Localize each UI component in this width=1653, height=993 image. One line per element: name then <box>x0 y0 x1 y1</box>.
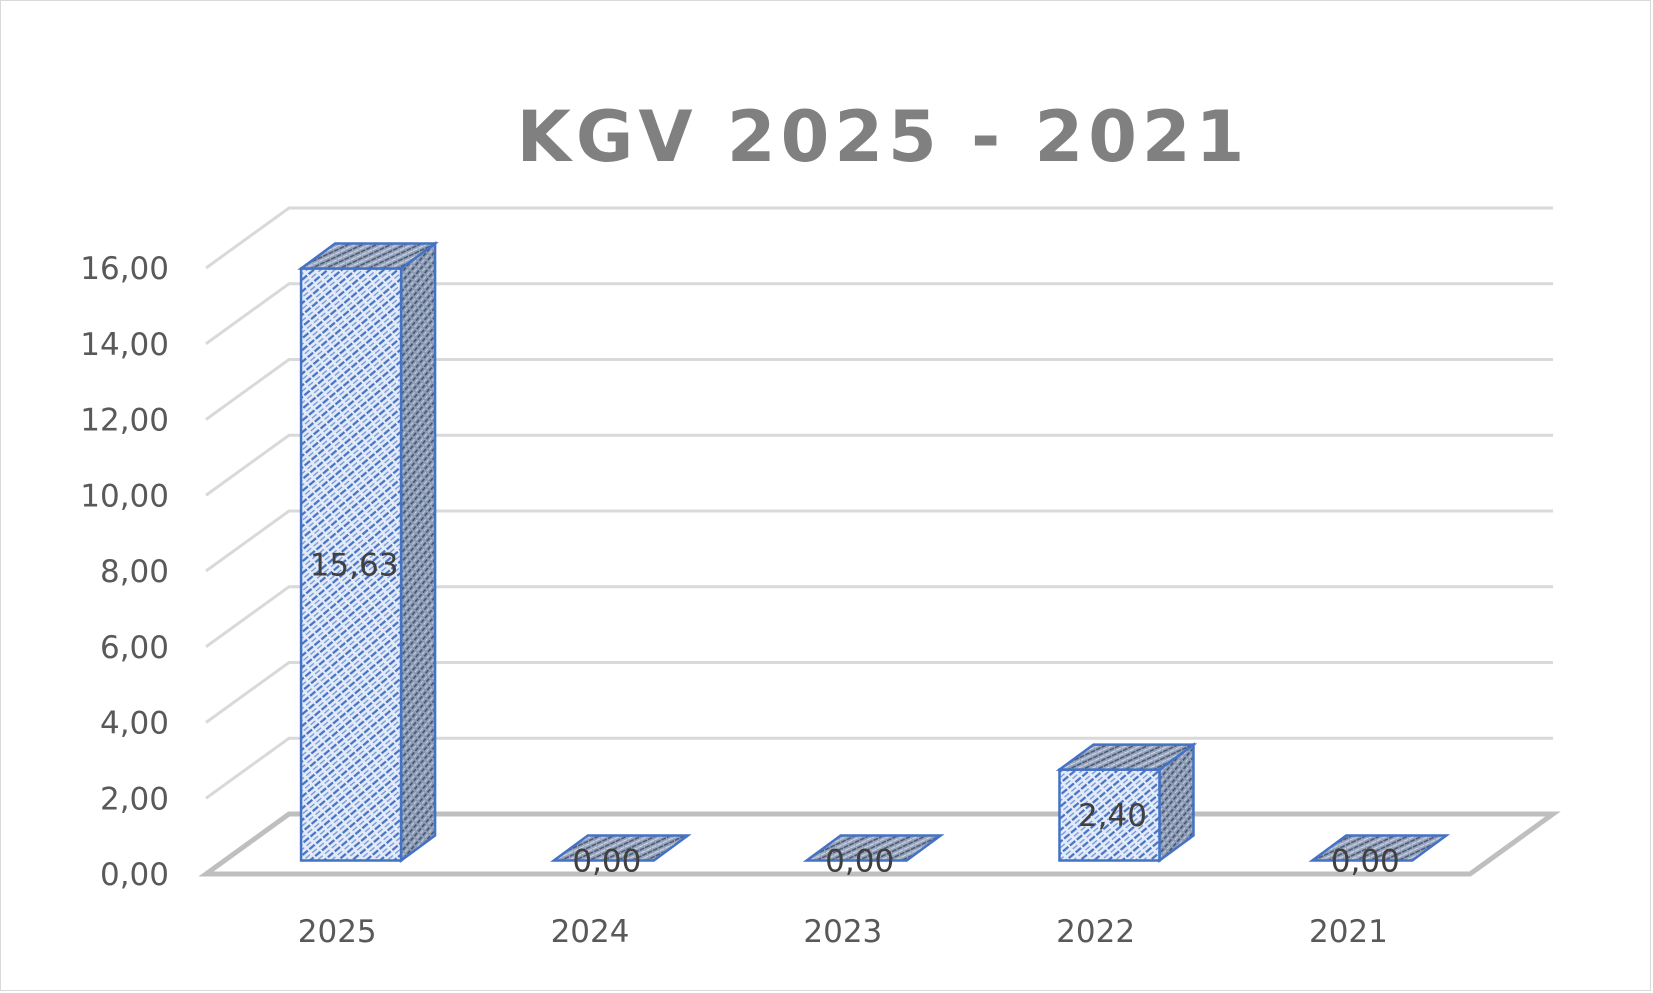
y-tick-label: 10,00 <box>80 478 169 514</box>
y-tick-label: 14,00 <box>80 327 169 363</box>
chart-floor <box>198 811 1561 877</box>
bar-top <box>1055 743 1198 771</box>
x-tick-label: 2025 <box>298 914 377 950</box>
bar-side <box>399 241 437 863</box>
grid-line <box>205 585 1553 648</box>
y-tick-label: 2,00 <box>100 781 169 817</box>
x-tick-label: 2021 <box>1309 914 1388 950</box>
y-tick-label: 4,00 <box>100 706 169 742</box>
bar <box>1308 834 1451 862</box>
y-tick-label: 12,00 <box>80 403 169 439</box>
bar <box>1055 742 1198 863</box>
x-tick-label: 2024 <box>551 914 630 950</box>
bar-top <box>802 834 945 862</box>
data-label: 0,00 <box>572 844 641 880</box>
bars <box>297 241 1451 863</box>
bar-front <box>299 267 403 862</box>
y-tick-label: 8,00 <box>100 554 169 590</box>
data-label: 0,00 <box>1331 844 1400 880</box>
x-tick-label: 2023 <box>803 914 882 950</box>
grid-line <box>205 661 1553 724</box>
chart-title: KGV 2025 - 2021 <box>517 96 1250 178</box>
grid-line <box>205 282 1553 345</box>
grid-line <box>205 433 1553 497</box>
bar <box>550 834 692 862</box>
bar-top <box>550 834 692 862</box>
data-label: 2,40 <box>1078 798 1147 834</box>
grid-line <box>205 206 1553 270</box>
y-tick-label: 16,00 <box>80 251 169 287</box>
x-tick-label: 2022 <box>1056 914 1135 950</box>
floor-outline <box>198 811 1561 877</box>
grid-lines <box>205 206 1553 800</box>
data-labels: 15,63 0,00 0,00 2,40 0,00 <box>310 548 1400 880</box>
bar-top <box>1308 834 1451 862</box>
bar <box>297 241 439 863</box>
data-label: 15,63 <box>310 548 399 584</box>
grid-line <box>205 736 1553 800</box>
y-tick-label: 6,00 <box>100 630 169 666</box>
grid-line <box>205 509 1553 573</box>
bar-top <box>297 242 439 270</box>
y-axis-ticks: 0,00 2,00 4,00 6,00 8,00 10,00 12,00 14,00 16,00 <box>80 251 169 893</box>
bar <box>802 834 945 862</box>
x-axis-ticks: 2025 2024 2023 2022 2021 <box>298 914 1388 950</box>
grid-line <box>205 358 1553 421</box>
data-label: 0,00 <box>825 844 894 880</box>
y-tick-label: 0,00 <box>100 857 169 893</box>
